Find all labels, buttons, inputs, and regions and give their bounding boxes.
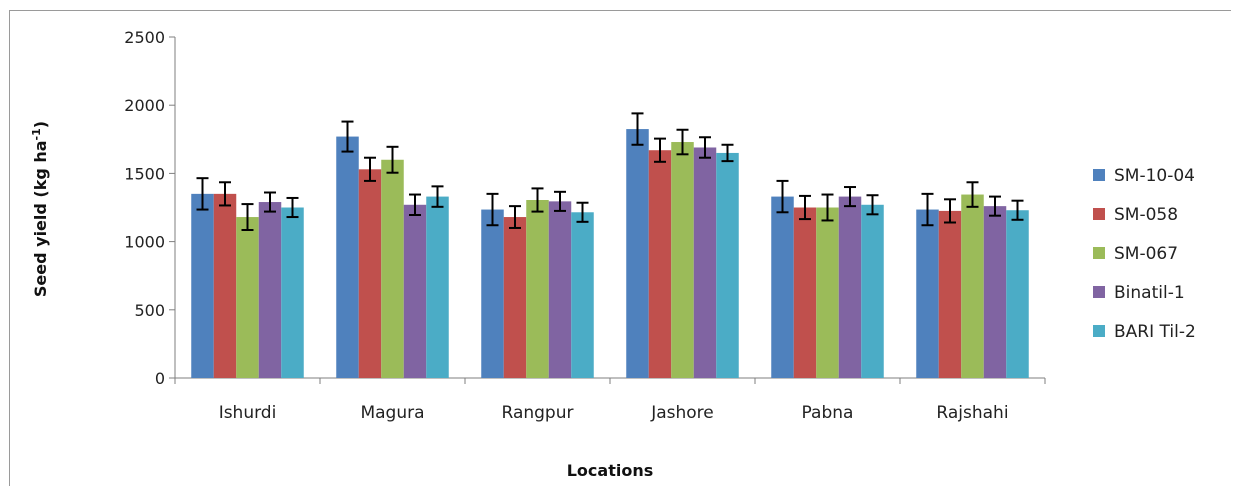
bar: [861, 204, 884, 378]
bar: [693, 147, 717, 378]
bar: [916, 209, 939, 378]
plot-area: 0 500 1000 1500 2000 2500 Ishurdi Magura Rangpur…: [124, 28, 1046, 423]
legend-label: SM-058: [1114, 205, 1178, 225]
y-tick-label: 2000: [124, 96, 165, 115]
bar: [771, 196, 794, 378]
bar: [358, 169, 382, 378]
x-tick-label: Jashore: [650, 403, 714, 423]
bar: [381, 159, 404, 378]
y-tick-label: 2500: [124, 28, 165, 47]
y-tick-label: 500: [134, 301, 165, 320]
bar: [816, 207, 839, 378]
bar: [526, 199, 549, 378]
legend-label: BARI Til-2: [1114, 322, 1196, 342]
y-axis-title-main: Seed yield (kg ha: [31, 140, 50, 297]
bar: [961, 194, 984, 378]
bar: [938, 210, 962, 378]
bar: [191, 193, 214, 378]
bar: [426, 196, 449, 378]
bar: [648, 150, 672, 378]
bar: [336, 136, 359, 378]
bar: [481, 209, 504, 378]
bar: [281, 207, 304, 378]
y-axis-title-sup: -1: [30, 128, 43, 140]
bar: [671, 142, 694, 378]
bar: [258, 202, 282, 378]
y-tick-label: 1500: [124, 164, 165, 183]
legend-swatch: [1093, 286, 1105, 298]
bar: [793, 207, 817, 378]
x-tick-label: Pabna: [802, 403, 854, 423]
legend-swatch: [1093, 169, 1105, 181]
chart-frame: [9, 10, 1231, 486]
legend-label: Binatil-1: [1114, 283, 1185, 303]
bar: [403, 204, 427, 378]
bar: [236, 217, 259, 378]
y-tick-label: 0: [155, 369, 165, 388]
x-tick-label: Magura: [360, 403, 424, 423]
legend-swatch: [1093, 208, 1105, 220]
bar: [983, 206, 1007, 378]
y-axis-title: Seed yield (kg ha-1): [30, 121, 50, 297]
x-tick-label: Rajshahi: [936, 403, 1008, 423]
x-axis-title: Locations: [567, 461, 654, 480]
x-tick-label: Rangpur: [502, 403, 574, 423]
y-axis-title-close: ): [31, 121, 50, 128]
bar: [716, 152, 739, 378]
legend-label: SM-10-04: [1114, 166, 1195, 186]
legend-swatch: [1093, 247, 1105, 259]
bar: [626, 129, 649, 378]
bar: [503, 217, 527, 378]
x-tick-label: Ishurdi: [219, 403, 277, 423]
legend-swatch: [1093, 325, 1105, 337]
bar: [838, 196, 862, 378]
bar: [571, 212, 594, 378]
legend-label: SM-067: [1114, 244, 1178, 264]
bar: [1006, 210, 1029, 378]
bar: [213, 193, 237, 378]
y-tick-label: 1000: [124, 233, 165, 252]
legend: SM-10-04 SM-058 SM-067 Binatil-1 BARI Til-2: [1093, 166, 1196, 342]
bar: [548, 201, 572, 378]
